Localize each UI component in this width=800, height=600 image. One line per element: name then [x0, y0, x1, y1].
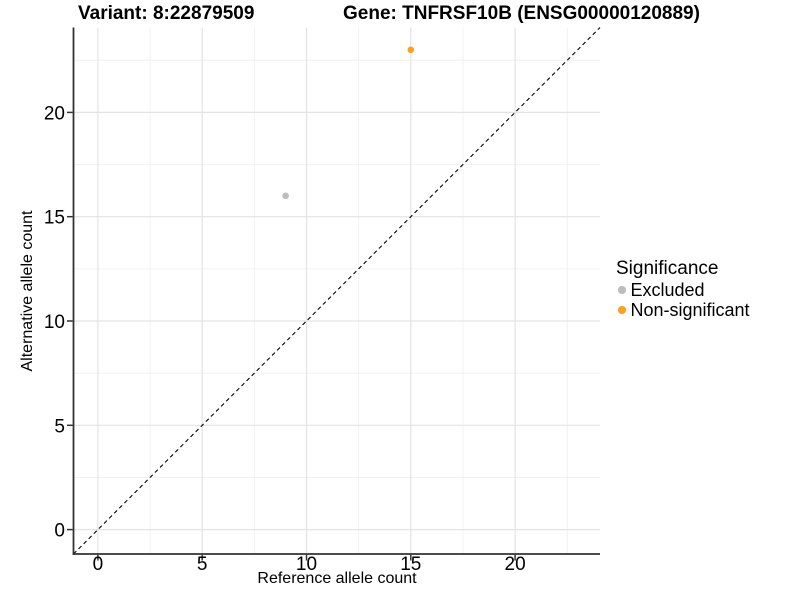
- non-significant-dot-icon: [618, 306, 626, 314]
- y-tick-label: 15: [44, 208, 65, 229]
- legend: Significance Excluded Non-significant: [614, 258, 750, 320]
- gene-title: Gene: TNFRSF10B (ENSG00000120889): [343, 3, 700, 24]
- legend-item-label: Excluded: [630, 280, 705, 300]
- excluded-dot-icon: [618, 286, 626, 294]
- x-tick-label: 5: [197, 554, 208, 575]
- x-tick-label: 15: [400, 554, 421, 575]
- legend-item-non-significant: Non-significant: [614, 300, 750, 320]
- legend-title: Significance: [616, 258, 719, 279]
- y-tick-label: 20: [44, 103, 65, 124]
- x-tick-label: 10: [296, 554, 317, 575]
- x-tick-label: 20: [505, 554, 526, 575]
- y-tick-label: 5: [54, 416, 65, 437]
- identity-line: [73, 27, 601, 555]
- legend-item-excluded: Excluded: [614, 280, 750, 300]
- data-point-excluded: [282, 192, 289, 200]
- y-tick-label: 0: [54, 521, 65, 542]
- legend-item-label: Non-significant: [630, 300, 750, 320]
- x-tick-label: 0: [93, 554, 104, 575]
- y-tick-label: 10: [44, 312, 65, 333]
- data-point-non-significant: [407, 46, 415, 54]
- variant-title: Variant: 8:22879509: [78, 3, 255, 24]
- x-axis-title: Reference allele count: [257, 570, 417, 587]
- y-axis-title: Alternative allele count: [19, 210, 36, 372]
